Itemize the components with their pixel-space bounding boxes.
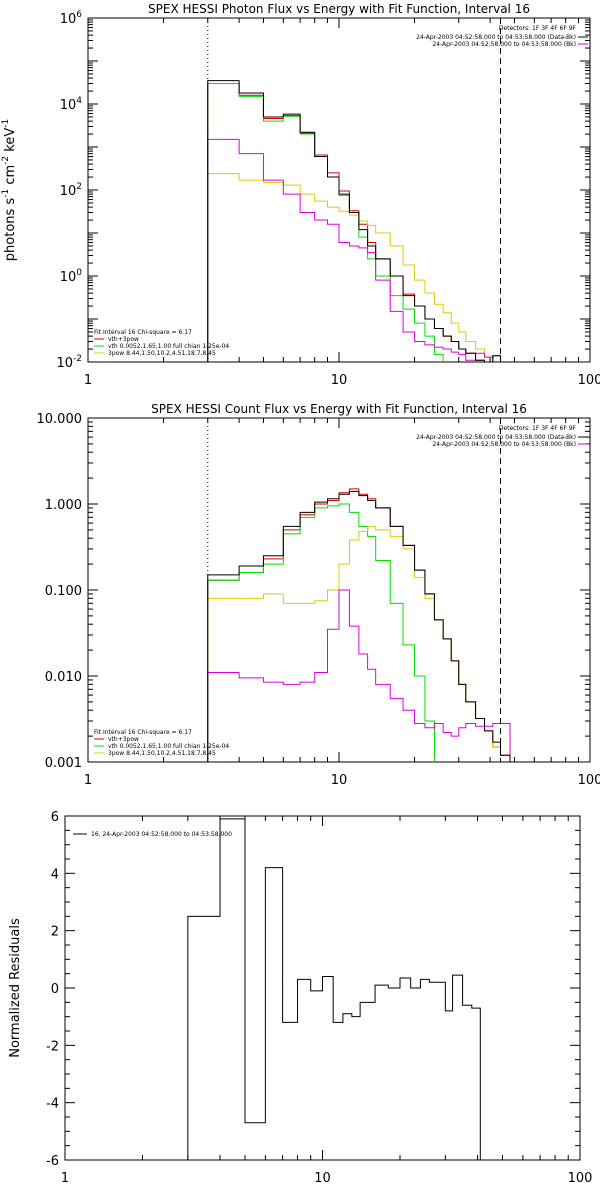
y-tick-label: 0.100 xyxy=(45,584,82,599)
y-tick-exponent: 4 xyxy=(76,96,82,106)
y-tick-label: 6 xyxy=(51,810,59,825)
y-tick-base: 10 xyxy=(60,184,77,199)
series-group xyxy=(207,80,502,362)
y-tick-label: -2 xyxy=(46,1039,59,1054)
y-tick-label: 2 xyxy=(51,925,59,940)
x-tick-label: 1 xyxy=(84,773,92,788)
plot-panel-2: SPEX HESSI Count Flux vs Energy with Fit… xyxy=(37,402,600,788)
legend-entry: vth 0.0052,1.65,1.00 full chian 1.25e-04 xyxy=(108,343,229,350)
legend-entry: 3pow 8.44,1.50,10.2,4.51,18.7,8.45 xyxy=(108,350,216,357)
y-tick-label: 102 xyxy=(60,182,82,199)
y-tick-label: 4 xyxy=(51,867,59,882)
x-tick-label: 100 xyxy=(568,1171,593,1186)
x-tick-label: 10 xyxy=(314,1171,331,1186)
x-tick-label: 1 xyxy=(61,1171,69,1186)
y-tick-label: 0.001 xyxy=(45,756,82,771)
y-tick-exponent: 6 xyxy=(76,10,82,20)
series-group xyxy=(207,488,511,762)
legend-entry: 24-Apr-2003 04:52:58.000 to 04:53:58.000… xyxy=(432,41,576,48)
y-tick-label: 100 xyxy=(60,268,83,285)
series-vth xyxy=(207,82,444,362)
legend-entry: vth 0.0052,1.65,1.00 full chian 1.25e-04 xyxy=(108,743,229,750)
y-tick-label: 106 xyxy=(60,10,83,27)
series-vth-3pow xyxy=(207,82,502,362)
series-bk xyxy=(207,138,494,362)
legend-entry: vth+3pow xyxy=(108,336,139,343)
x-tick-label: 1 xyxy=(84,373,92,388)
legend-entry: 16. 24-Apr-2003 04:52:58.000 to 04:53:58… xyxy=(91,831,232,838)
y-tick-base: 10 xyxy=(60,12,77,27)
y-tick-exponent: -2 xyxy=(73,354,82,364)
x-tick-label: 100 xyxy=(578,373,600,388)
x-tick-label: 10 xyxy=(331,373,348,388)
y-label-exponent: -1 xyxy=(1,119,11,128)
y-tick-exponent: 0 xyxy=(76,268,82,278)
y-tick-base: 10 xyxy=(56,356,73,371)
series-residuals xyxy=(187,818,481,1160)
legend-fit-header: Fit Interval 16 Chi-square = 6.17 xyxy=(94,729,192,736)
y-tick-label: -6 xyxy=(46,1154,59,1169)
x-tick-label: 100 xyxy=(578,773,600,788)
plot-title: SPEX HESSI Photon Flux vs Energy with Fi… xyxy=(148,2,530,16)
y-tick-base: 10 xyxy=(60,270,77,285)
y-tick-label: 0.010 xyxy=(45,670,82,685)
plot-panel-1: SPEX HESSI Photon Flux vs Energy with Fi… xyxy=(1,2,600,388)
y-tick-label: 0 xyxy=(51,982,59,997)
y-tick-exponent: 2 xyxy=(76,182,82,192)
legend-entry: vth+3pow xyxy=(108,736,139,743)
y-tick-label: 1.000 xyxy=(45,498,82,513)
y-label-exponent: -1 xyxy=(1,189,11,198)
legend-entry: 24-Apr-2003 04:52:58.000 to 04:53:58.000… xyxy=(416,34,576,41)
legend-entry: 24-Apr-2003 04:52:58.000 to 04:53:58.000… xyxy=(432,441,576,448)
plot-title: SPEX HESSI Count Flux vs Energy with Fit… xyxy=(151,402,527,416)
x-tick-label: 10 xyxy=(331,773,348,788)
series-3pow xyxy=(207,173,494,362)
y-tick-label: 10-2 xyxy=(56,354,82,371)
y-axis-label: photons s-1 cm-2 keV-1 xyxy=(1,119,18,261)
series-bk xyxy=(207,589,511,762)
y-label-part: keV xyxy=(3,128,18,156)
series-group xyxy=(187,818,481,1160)
plot-panel-3: 1 10 100 -6 -4 -2 0 2 4 6 Normalized Residuals 16. … xyxy=(8,810,592,1186)
legend-entry: 24-Apr-2003 04:52:58.000 to 04:53:58.000… xyxy=(416,434,576,441)
y-tick-base: 10 xyxy=(60,98,77,113)
series-vth xyxy=(207,503,435,762)
series-data-bk xyxy=(207,490,511,762)
y-label-exponent: -2 xyxy=(1,156,11,165)
series-data-bk xyxy=(207,80,502,362)
y-tick-label: -4 xyxy=(46,1097,59,1112)
y-axis-label: Normalized Residuals xyxy=(8,918,23,1058)
y-tick-label: 10.000 xyxy=(37,412,83,427)
y-label-part: cm xyxy=(3,165,18,189)
legend-detectors: Detectors: 1F 3F 4F 6F 9F xyxy=(499,425,577,432)
y-label-part: photons s xyxy=(3,198,18,262)
legend-entry: 3pow 8.44,1.50,10.2,4.51,18.7,8.45 xyxy=(108,750,216,757)
legend-fit-header: Fit Interval 16 Chi-square = 6.17 xyxy=(94,329,192,336)
legend-detectors: Detectors: 1F 3F 4F 6F 9F xyxy=(499,25,577,32)
y-tick-label: 104 xyxy=(60,96,83,113)
